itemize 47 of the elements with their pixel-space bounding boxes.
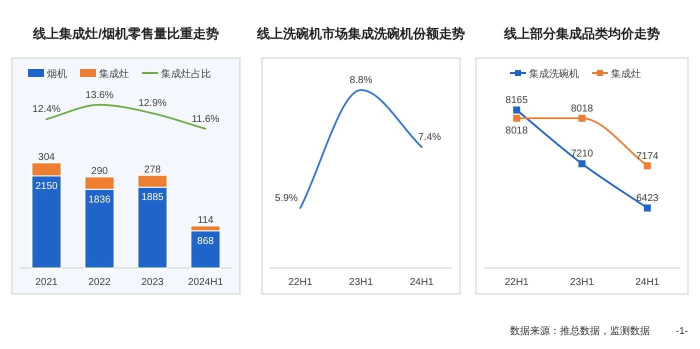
- point: [644, 204, 651, 212]
- x-tick-label: 2022: [88, 277, 112, 288]
- data-label: 8018: [570, 103, 594, 114]
- legend-label: 集成灶占比: [161, 68, 211, 80]
- legend-label: 集成灶: [99, 68, 129, 80]
- x-tick-label: 2024H1: [188, 277, 224, 288]
- data-label: 12.4%: [32, 104, 61, 116]
- source-note: 数据来源：推总数据，监测数据: [510, 325, 650, 337]
- x-tick-label: 2021: [35, 277, 58, 288]
- data-label: 11.6%: [192, 114, 220, 125]
- data-label: 7174: [636, 150, 659, 162]
- data-label: 868: [197, 236, 214, 247]
- x-tick-label: 2023: [141, 277, 164, 288]
- data-label: 8018: [506, 125, 528, 136]
- data-label: 290: [91, 166, 108, 177]
- x-tick-label: 24H1: [635, 277, 660, 288]
- data-label: 8165: [506, 95, 528, 106]
- legend-label: 烟机: [47, 68, 67, 80]
- point: [513, 114, 520, 122]
- x-tick-label: 23H1: [570, 277, 594, 288]
- data-label: 2150: [35, 180, 58, 192]
- point: [578, 114, 586, 122]
- data-label: 8.8%: [350, 75, 373, 86]
- data-label: 114: [198, 214, 214, 226]
- legend-label: 集成灶: [611, 68, 641, 80]
- x-tick-label: 22H1: [288, 277, 313, 288]
- data-label: 7.4%: [418, 132, 442, 143]
- chart-title: 线上洗碗机市场集成洗碗机份额走势: [256, 26, 465, 41]
- chart-title: 线上部分集成品类均价走势: [503, 26, 660, 41]
- point: [578, 160, 586, 168]
- data-label: 1836: [88, 194, 112, 206]
- data-label: 13.6%: [85, 90, 114, 101]
- data-label: 6423: [636, 193, 659, 204]
- text: -1-: [676, 326, 688, 337]
- point: [644, 162, 651, 170]
- x-tick-label: 23H1: [349, 277, 374, 288]
- data-label: 1885: [141, 192, 164, 204]
- data-label: 304: [38, 152, 56, 163]
- data-label: 7210: [570, 148, 594, 160]
- point: [513, 106, 520, 114]
- chart-title: 线上集成灶/烟机零售量比重走势: [32, 26, 219, 41]
- data-label: 12.9%: [138, 98, 167, 110]
- x-tick-label: 24H1: [410, 277, 434, 288]
- data-label: 5.9%: [274, 193, 298, 204]
- legend-label: 集成洗碗机: [529, 68, 579, 80]
- data-label: 278: [144, 164, 162, 176]
- x-tick-label: 22H1: [504, 277, 530, 288]
